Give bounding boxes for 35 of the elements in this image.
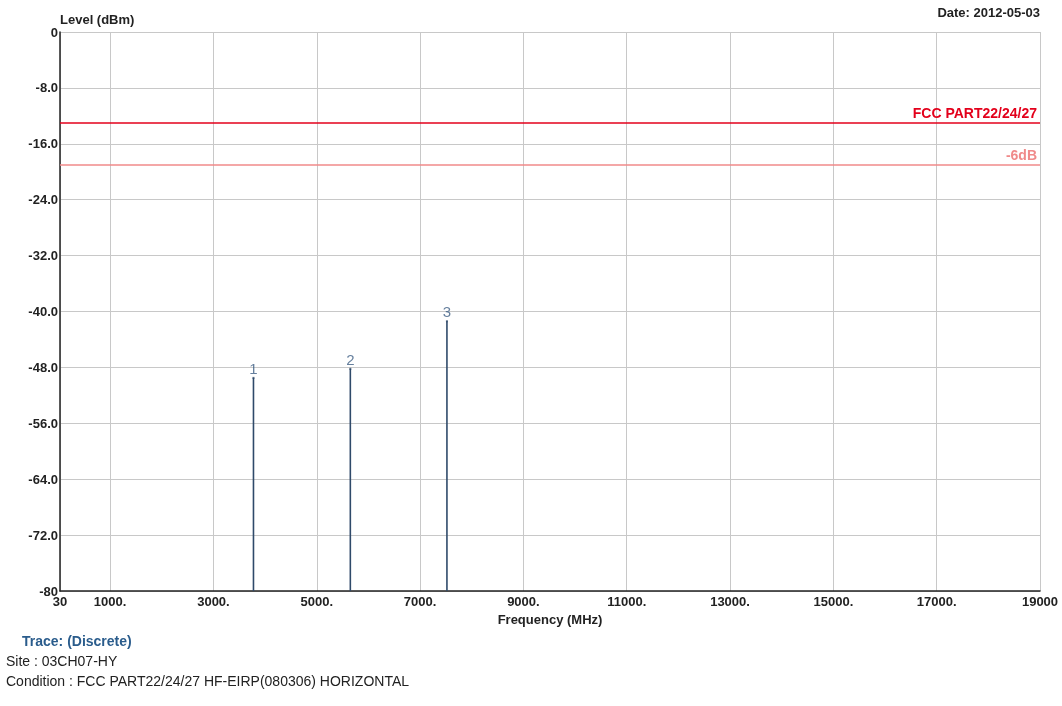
y-tick-label: -24.0 xyxy=(28,192,58,208)
y-tick-label: -8.0 xyxy=(35,80,58,96)
x-tick-label: 17000. xyxy=(916,594,957,609)
text: Condition : FCC PART22/24/27 HF-EIRP(080306) HORIZONTAL xyxy=(6,673,410,689)
point xyxy=(349,367,352,370)
annotation: 3 xyxy=(442,303,452,321)
y-tick-label: -56.0 xyxy=(28,415,58,431)
point xyxy=(252,376,255,379)
y-tick-label: -48.0 xyxy=(28,359,58,375)
point xyxy=(445,320,448,323)
x-tick-label: 7000. xyxy=(403,594,437,609)
x-tick-label: 3000. xyxy=(197,594,230,609)
annotation: 1 xyxy=(249,359,258,377)
y-tick-label: -32.0 xyxy=(28,248,58,264)
x-tick-label: 5000. xyxy=(300,594,334,609)
y-tick-label: -40.0 xyxy=(28,304,58,319)
annotation: 2 xyxy=(346,350,355,368)
text: Trace: (Discrete) xyxy=(22,633,132,649)
x-axis-title: Frequency (MHz) xyxy=(497,612,603,627)
y-tick-label: 0 xyxy=(50,24,58,40)
x-tick-label: 11000. xyxy=(607,594,647,609)
x-tick-label: 13000. xyxy=(710,594,750,609)
x-tick-label: 19000 xyxy=(1021,594,1059,609)
y-tick-label: -72.0 xyxy=(28,527,58,543)
text: Site : 03CH07-HY xyxy=(6,653,118,669)
x-tick-label: 1000. xyxy=(93,594,127,609)
ref-line-label: FCC PART22/24/27 xyxy=(912,104,1038,121)
x-tick-label: 30 xyxy=(52,594,68,609)
y-axis-title: Level (dBm) xyxy=(60,11,135,27)
x-tick-label: 15000. xyxy=(813,594,854,609)
y-tick-label: -16.0 xyxy=(28,136,58,152)
ref-line-label: -6dB xyxy=(1005,146,1037,163)
x-tick-label: 9000. xyxy=(507,594,540,609)
y-tick-label: -64.0 xyxy=(28,471,58,487)
chart-subtitle: Date: 2012-05-03 xyxy=(937,5,1041,20)
